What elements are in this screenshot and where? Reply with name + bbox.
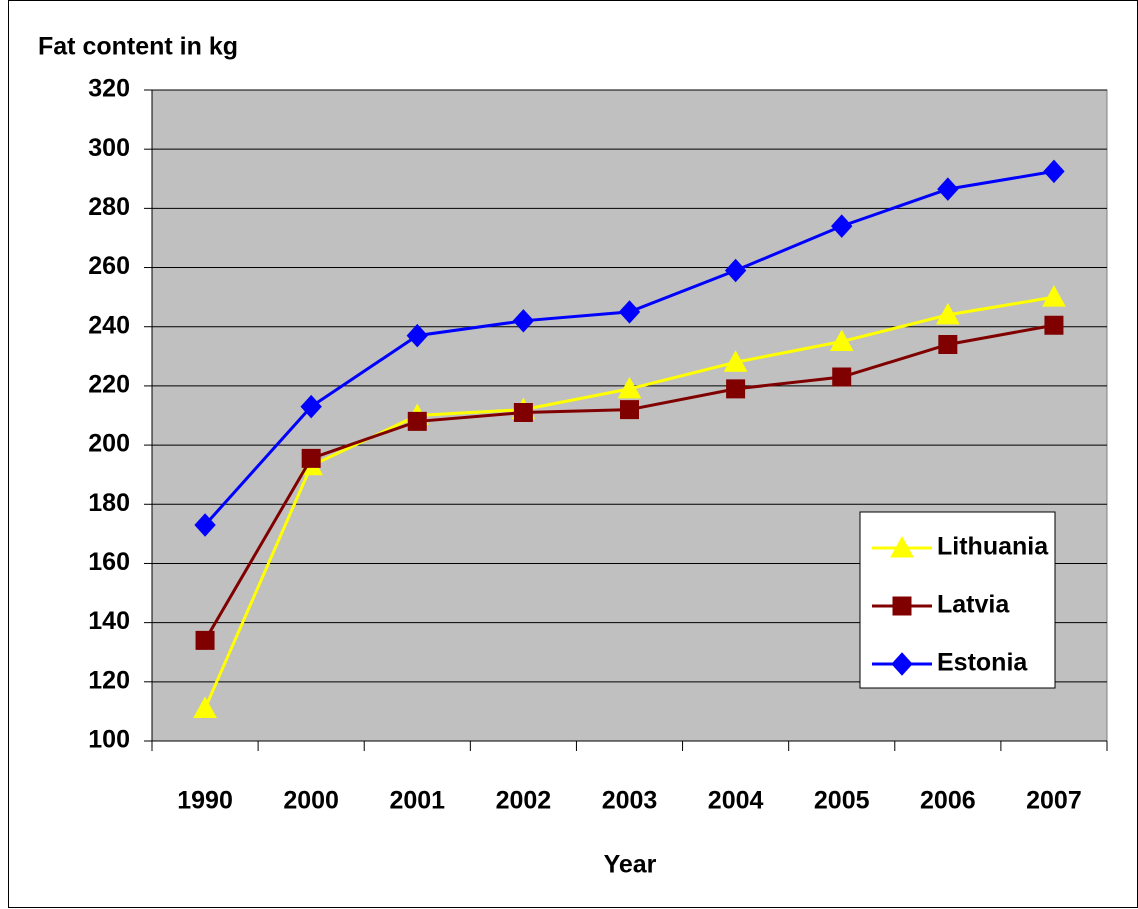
y-tick-label: 200: [88, 430, 130, 458]
diamond-marker: [300, 394, 322, 419]
x-tick-label: 2003: [602, 787, 658, 815]
diamond-marker: [831, 214, 853, 238]
diamond-marker: [724, 258, 747, 283]
triangle-marker: [829, 329, 854, 352]
y-tick-label: 240: [88, 311, 130, 339]
diamond-marker: [618, 300, 641, 324]
y-tick-label: 260: [88, 252, 130, 280]
triangle-marker: [617, 376, 642, 399]
square-marker: [726, 379, 746, 399]
diamond-marker: [937, 177, 959, 201]
triangle-marker: [193, 696, 217, 718]
square-marker: [620, 400, 639, 420]
triangle-marker: [723, 350, 748, 372]
y-tick-label: 140: [88, 607, 130, 635]
legend-label: Lithuania: [937, 533, 1049, 561]
square-marker: [1044, 315, 1064, 335]
diamond-marker: [194, 513, 216, 537]
diamond-marker: [891, 652, 913, 676]
diamond-marker: [512, 309, 535, 333]
y-tick-label: 320: [88, 75, 130, 103]
x-tick-label: 2002: [496, 787, 552, 815]
square-marker: [301, 448, 321, 468]
x-tick-label: 2005: [814, 787, 870, 815]
diamond-marker: [406, 323, 428, 348]
y-tick-label: 120: [88, 666, 130, 694]
y-tick-label: 280: [88, 193, 130, 221]
x-tick-label: 2007: [1026, 787, 1082, 815]
x-tick-label: 1990: [177, 787, 233, 815]
y-axis-title: Fat content in kg: [38, 33, 238, 61]
square-marker: [892, 596, 912, 616]
triangle-marker: [890, 535, 914, 558]
x-tick-label: 2004: [708, 787, 764, 815]
square-marker: [832, 367, 852, 387]
legend-label: Estonia: [937, 649, 1028, 677]
y-tick-label: 160: [88, 548, 130, 576]
legend-label: Latvia: [937, 591, 1010, 619]
x-axis-title: Year: [604, 851, 657, 879]
triangle-marker: [1042, 285, 1066, 307]
diamond-marker: [1043, 159, 1065, 184]
x-tick-label: 2001: [389, 787, 445, 815]
x-tick-label: 2006: [920, 787, 976, 815]
y-tick-label: 220: [88, 371, 130, 399]
y-tick-label: 100: [88, 726, 130, 754]
x-tick-label: 2000: [283, 787, 339, 815]
triangle-marker: [935, 302, 960, 325]
square-marker: [513, 403, 533, 423]
y-tick-label: 180: [88, 489, 130, 517]
square-marker: [195, 630, 215, 650]
y-tick-label: 300: [88, 134, 130, 162]
square-marker: [407, 411, 427, 431]
square-marker: [938, 334, 958, 354]
